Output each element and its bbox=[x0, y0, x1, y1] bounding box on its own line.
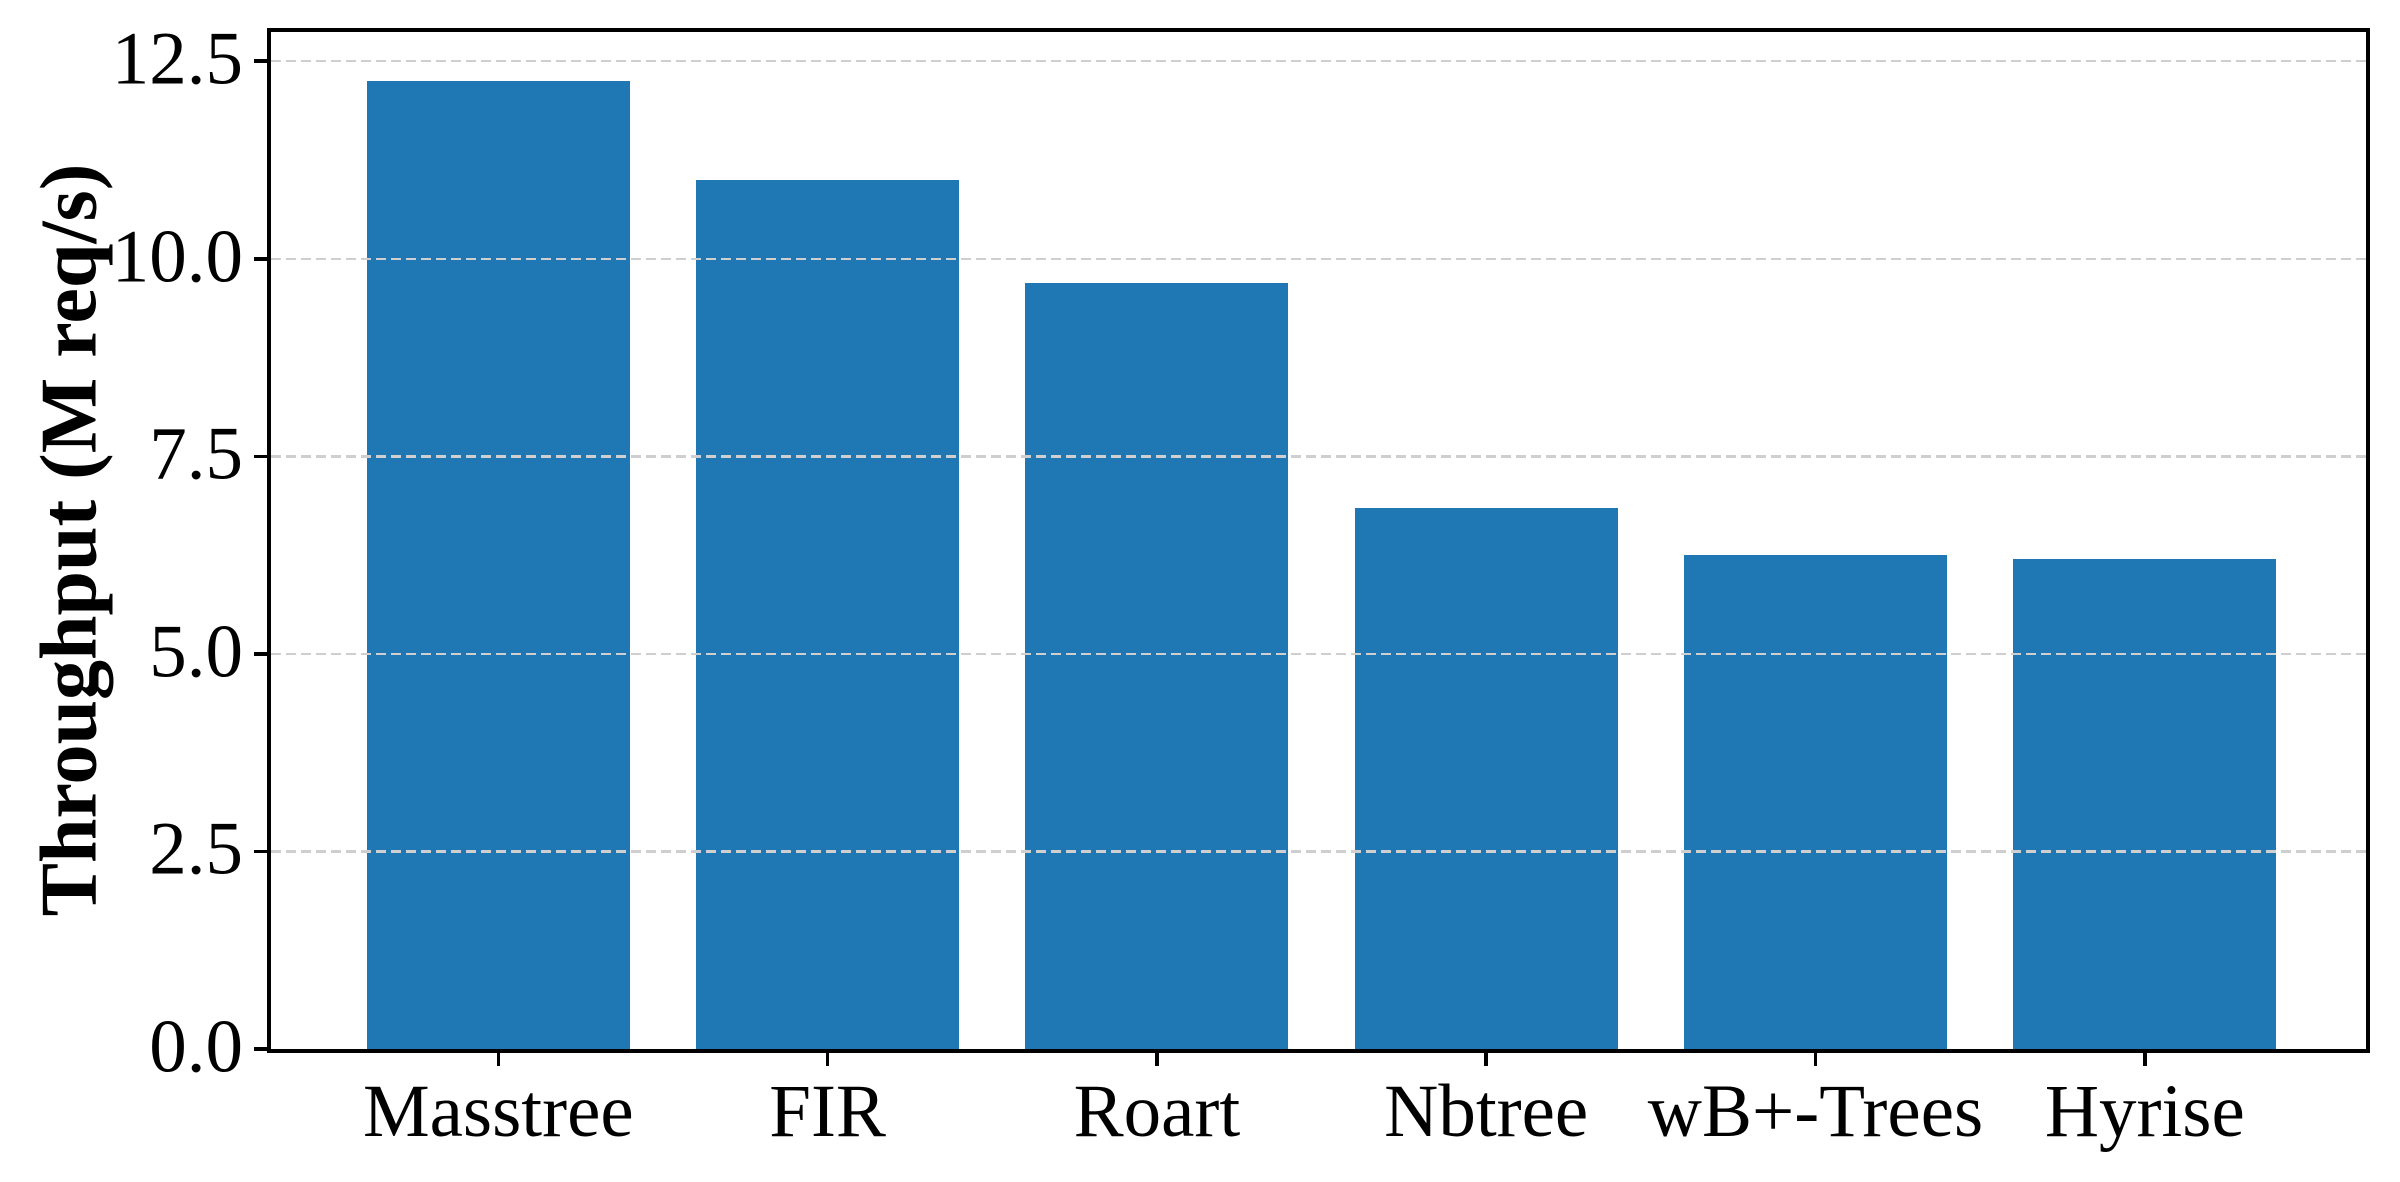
y-tick-label: 12.5 bbox=[111, 17, 243, 101]
gridline bbox=[271, 652, 2366, 656]
y-tick-label: 2.5 bbox=[149, 807, 243, 891]
x-tick-label: FIR bbox=[769, 1070, 886, 1153]
gridline bbox=[271, 850, 2366, 853]
x-tick-mark bbox=[496, 1053, 501, 1066]
y-tick-label: 0.0 bbox=[149, 1005, 243, 1089]
gridline bbox=[271, 59, 2366, 63]
x-tick-mark bbox=[1484, 1053, 1488, 1066]
y-tick-mark bbox=[254, 59, 267, 63]
bar-roart bbox=[1025, 282, 1289, 1049]
x-tick-label: Nbtree bbox=[1384, 1070, 1589, 1153]
gridline bbox=[271, 455, 2366, 458]
plot-area: 0.0 2.5 5.0 7.5 10.0 12.5 Masstree FIR Roart Nbt… bbox=[112, 21, 2370, 1153]
x-tick-label: Hyrise bbox=[2044, 1070, 2245, 1153]
gridline bbox=[271, 257, 2366, 261]
y-tick-mark bbox=[254, 652, 267, 656]
x-tick-label: wB+-Trees bbox=[1647, 1070, 1984, 1153]
y-axis-label: Throughput (M req/s) bbox=[25, 163, 114, 917]
y-tick-mark bbox=[254, 257, 267, 261]
bar-fir bbox=[696, 179, 960, 1049]
x-tick-label: Masstree bbox=[362, 1070, 634, 1153]
bar-hyrise bbox=[2013, 559, 2277, 1049]
grid-layer bbox=[271, 32, 2366, 1049]
bars-layer bbox=[271, 32, 2366, 1049]
y-tick-label: 5.0 bbox=[149, 610, 243, 694]
y-tick-label: 10.0 bbox=[111, 215, 243, 299]
x-tick-mark bbox=[2143, 1053, 2147, 1066]
x-tick-label: Roart bbox=[1073, 1070, 1241, 1153]
bar-masstree bbox=[366, 81, 630, 1049]
bar-nbtree bbox=[1354, 507, 1618, 1049]
bar-wb-trees bbox=[1684, 555, 1947, 1049]
x-tick-mark bbox=[1155, 1053, 1159, 1066]
y-tick-mark bbox=[254, 454, 267, 459]
x-tick-mark bbox=[825, 1053, 830, 1066]
y-tick-mark bbox=[254, 1047, 267, 1051]
y-tick-label: 7.5 bbox=[149, 412, 243, 496]
y-axis-ticks-layer: 0.0 2.5 5.0 7.5 10.0 12.5 bbox=[112, 21, 2366, 1084]
x-tick-mark bbox=[1813, 1053, 1818, 1066]
x-axis-ticks-layer: Masstree FIR Roart Nbtree wB+-Trees Hyrise bbox=[271, 32, 2366, 1153]
y-tick-mark bbox=[254, 849, 267, 854]
